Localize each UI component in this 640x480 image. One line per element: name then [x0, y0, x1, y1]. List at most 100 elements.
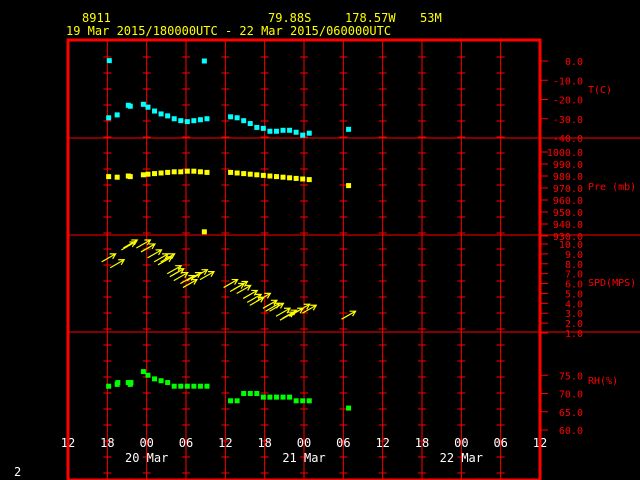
wind-ytick-label: 2.0 [565, 319, 583, 330]
pressure-point [184, 168, 190, 174]
wind-ytick-label: 10.0 [559, 240, 583, 251]
humidity-point [140, 369, 146, 375]
temperature-point [171, 116, 177, 122]
grid-layer [68, 40, 640, 480]
wind-arrow [233, 280, 249, 291]
wind-arrow-head [129, 241, 137, 248]
wind-arrow-shaft [160, 253, 175, 263]
temperature-point [346, 126, 352, 132]
wind-arrow-head [131, 239, 139, 246]
wind-arrow-shaft [180, 275, 195, 285]
wind-arrow-head [148, 243, 157, 250]
temperature-point [254, 124, 260, 130]
temperature-point [158, 111, 164, 117]
pressure-point [254, 172, 260, 178]
wind-arrow-shaft [275, 307, 291, 317]
wind-arrow-head [194, 272, 202, 278]
pressure-ytick-label: 950.0 [553, 208, 583, 219]
pressure-panel-label: Pre (mb) [588, 182, 636, 193]
wind-arrow [166, 265, 183, 275]
pressure-point [280, 174, 286, 180]
x-hour-label: 18 [257, 436, 271, 450]
wind-arrow-shaft [282, 309, 297, 319]
wind-arrow-shaft [173, 272, 189, 282]
wind-arrow-shaft [236, 284, 251, 295]
x-hour-label: 18 [100, 436, 114, 450]
wind-ytick-label: 8.0 [565, 260, 583, 271]
x-hour-label: 06 [493, 436, 507, 450]
humidity-point [178, 383, 184, 389]
wind-arrow-head [251, 289, 259, 296]
temperature-point [228, 114, 234, 120]
wind-arrow [193, 269, 209, 279]
x-hour-label: 12 [375, 436, 389, 450]
label-layer: 0.0 -10.0 -20.0 -30.0 -40.0 T(C) 1000.0990.098… [61, 57, 636, 465]
humidity-point [306, 398, 312, 404]
wind-arrow [236, 284, 252, 295]
wind-ytick-label: 5.0 [565, 289, 583, 300]
humidity-point [165, 380, 171, 386]
x-hour-label: 00 [454, 436, 468, 450]
wind-arrow-head [109, 253, 117, 260]
wind-arrow [182, 278, 198, 289]
humidity-ytick-label: 70.0 [559, 390, 583, 401]
temperature-ytick-label: -30.0 [553, 115, 583, 126]
wind-arrow [242, 289, 259, 299]
wind-arrow [256, 292, 272, 302]
temperature-point [260, 125, 266, 131]
humidity-point [241, 391, 247, 396]
temperature-point [127, 103, 133, 109]
pressure-point [273, 174, 279, 180]
wind-arrow-head [188, 275, 196, 281]
humidity-point [197, 383, 203, 389]
wind-arrow-head [349, 310, 357, 317]
temperature-ytick-label: 0.0 [565, 57, 583, 68]
wind-arrow [121, 241, 137, 251]
humidity-ytick-label: 60.0 [559, 426, 583, 437]
elevation: 53M [420, 11, 442, 25]
humidity-point [158, 378, 164, 384]
humidity-point [184, 383, 190, 389]
wind-arrow-head [144, 239, 152, 246]
temperature-point [293, 129, 299, 135]
pressure-point [191, 168, 197, 174]
temperature-point [145, 104, 151, 110]
pressure-point [204, 169, 210, 175]
wind-arrow [180, 275, 196, 285]
pressure-point [106, 174, 112, 180]
wind-ytick-label: 3.0 [565, 309, 583, 320]
wind-arrow-shaft [246, 293, 262, 303]
wind-ytick-label: 4.0 [565, 299, 583, 310]
wind-arrow-head [244, 284, 252, 291]
x-hour-label: 18 [415, 436, 429, 450]
wind-arrow-shaft [301, 304, 317, 314]
humidity-panel-label: RH(%) [588, 376, 618, 387]
wind-arrow-head [177, 268, 185, 274]
humidity-point [300, 398, 306, 404]
temperature-point [197, 117, 203, 123]
wind-arrow [301, 304, 318, 314]
wind-arrow-head [303, 303, 311, 310]
temperature-point [106, 115, 112, 121]
wind-arrow-shaft [256, 292, 271, 302]
wind-arrow-head [201, 269, 209, 275]
wind-arrow-shaft [109, 259, 125, 269]
wind-arrow-shaft [341, 310, 356, 320]
temperature-point [273, 128, 279, 134]
wind-arrow-head [277, 302, 285, 309]
wind-arrow-head [190, 278, 198, 285]
wind-arrow [341, 310, 357, 320]
temperature-point [300, 132, 306, 138]
wind-arrow-shaft [157, 256, 173, 266]
wind-arrow-shaft [233, 281, 248, 291]
wind-arrow-shaft [136, 239, 151, 249]
longitude: 178.57W [345, 11, 396, 25]
x-hour-label: 06 [179, 436, 193, 450]
pressure-point [165, 169, 171, 175]
wind-arrow [147, 249, 163, 259]
humidity-point [287, 394, 293, 400]
temperature-point [140, 101, 146, 107]
wind-arrow-head [264, 292, 272, 299]
pressure-point [178, 169, 184, 175]
wind-ytick-label: 6.0 [565, 280, 583, 291]
